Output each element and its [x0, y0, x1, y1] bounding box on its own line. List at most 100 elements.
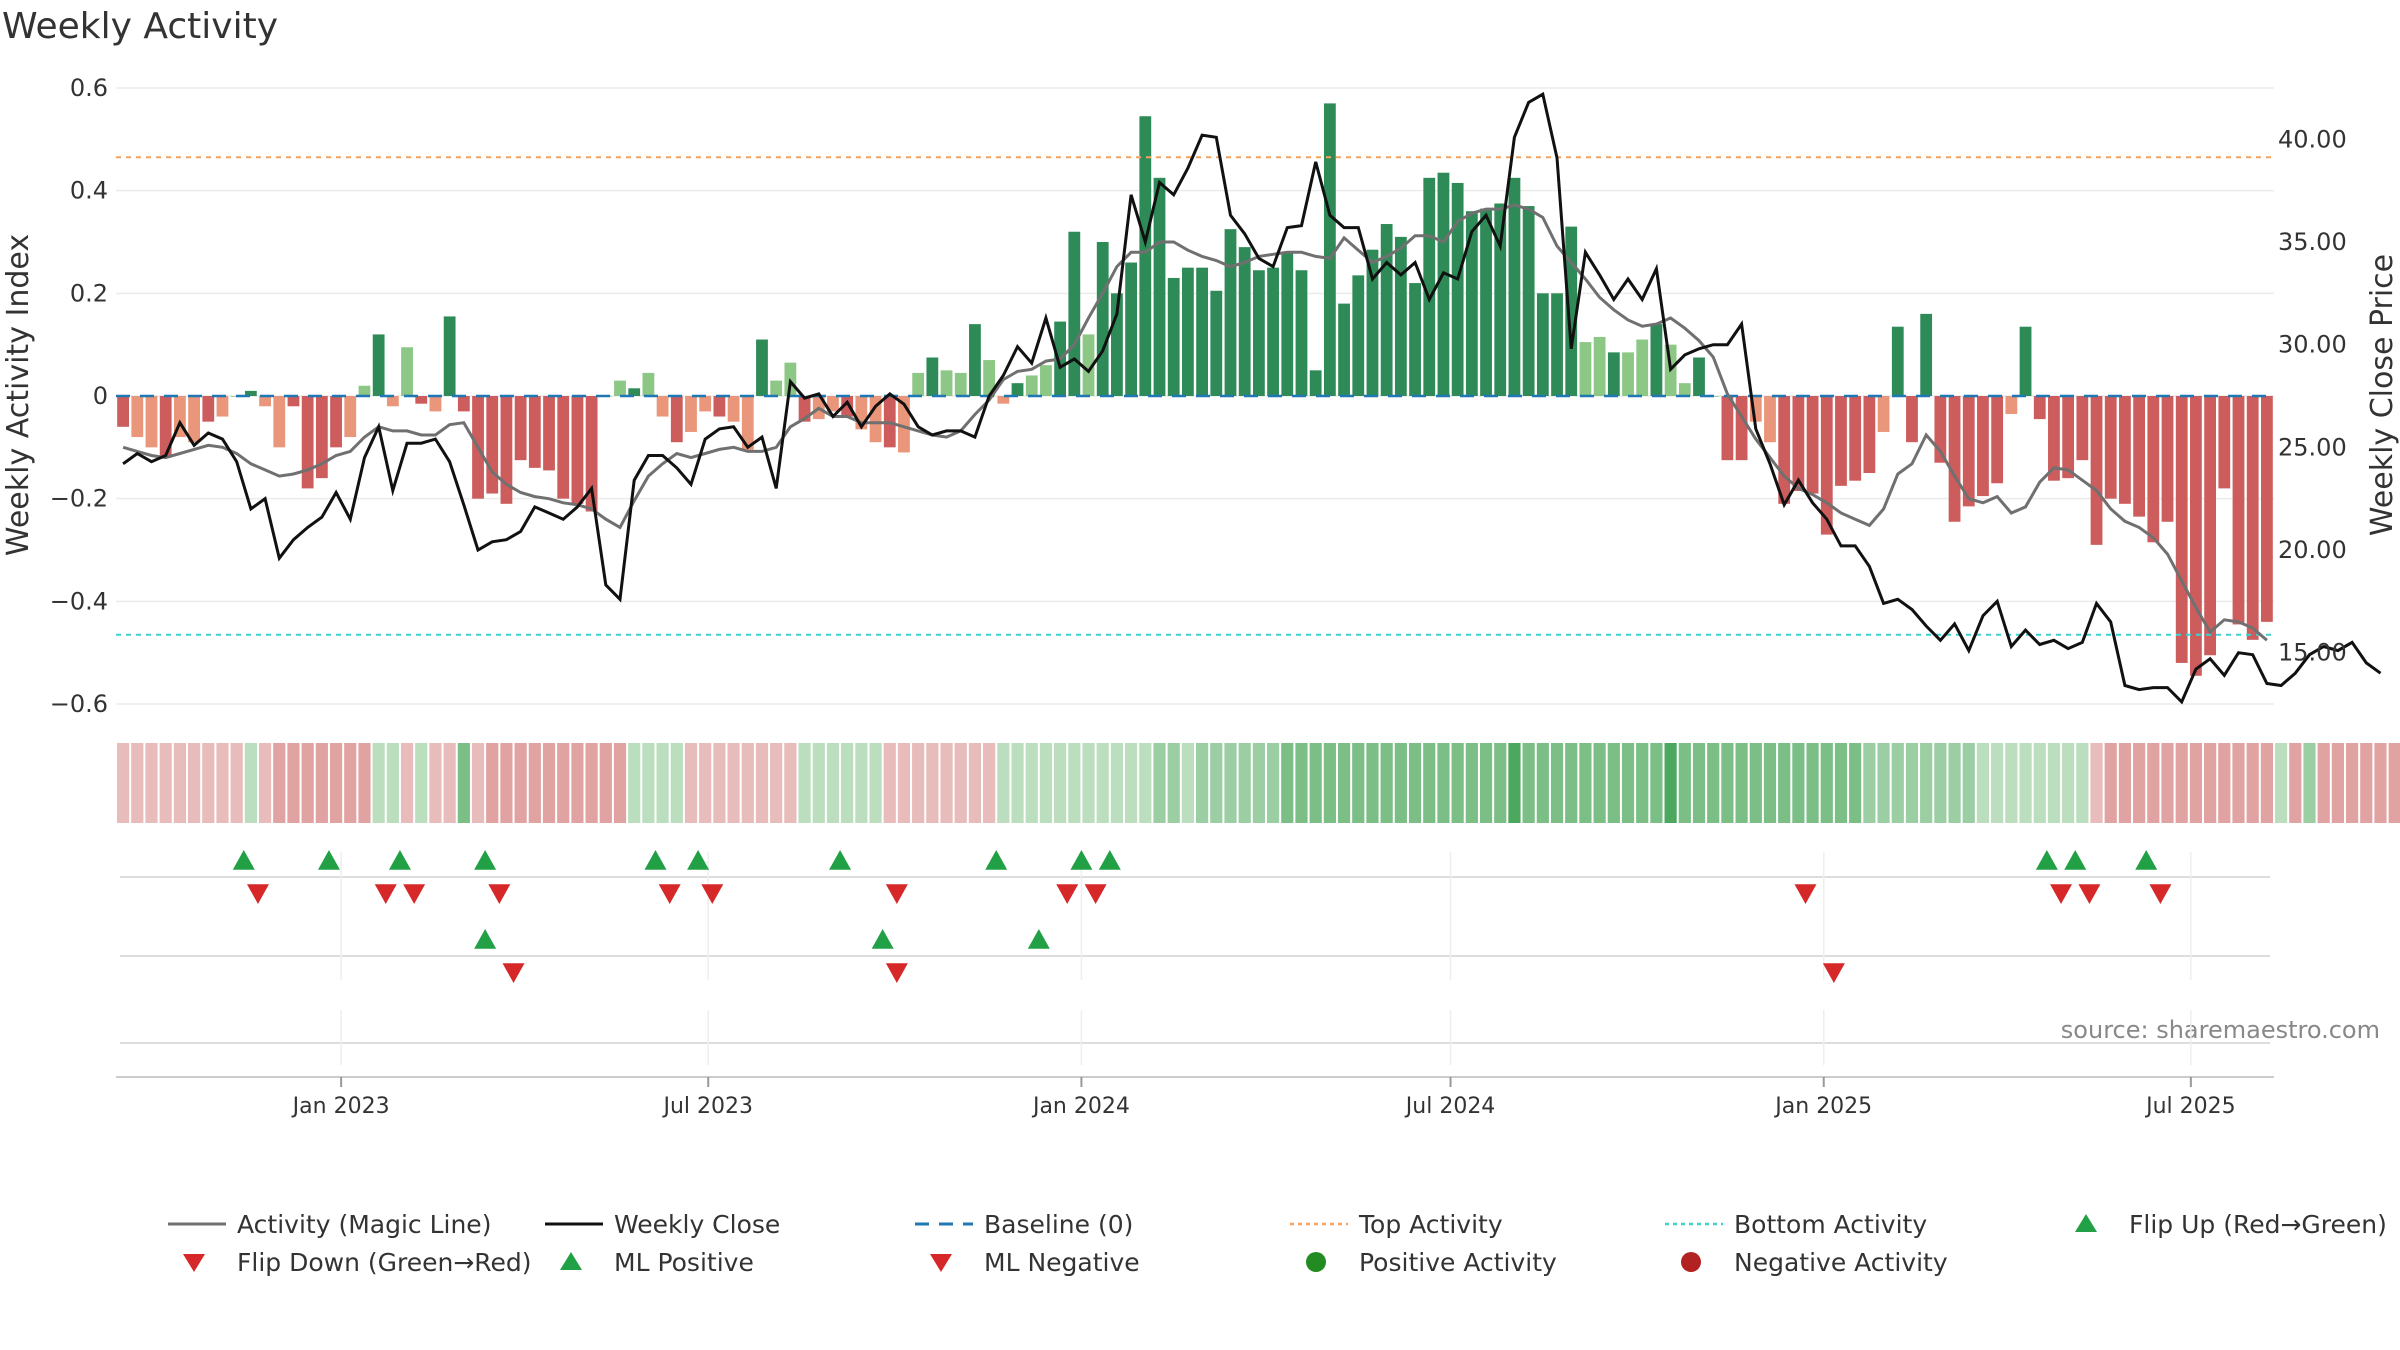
heat-cell: [1778, 743, 1791, 823]
heat-cell: [571, 743, 584, 823]
heat-cell: [1309, 743, 1322, 823]
heat-cell: [131, 743, 144, 823]
y2-tick-label: 40.00: [2278, 125, 2347, 153]
activity-bar: [543, 396, 555, 471]
heat-cell: [1352, 743, 1365, 823]
x-tick-label: Jan 2025: [1773, 1094, 1872, 1119]
heat-cell: [2062, 743, 2075, 823]
heat-cell: [2133, 743, 2146, 823]
flip-down-marker: [1084, 884, 1107, 904]
activity-bar: [713, 396, 726, 417]
heat-cell: [1323, 743, 1336, 823]
activity-bar: [1068, 231, 1081, 396]
heat-cell: [997, 743, 1010, 823]
heat-cell: [628, 743, 641, 823]
x-tick-label: Jan 2024: [1031, 1094, 1130, 1119]
activity-bar: [401, 347, 413, 396]
activity-bar: [1309, 370, 1322, 396]
activity-bar: [1409, 283, 1421, 396]
heat-cell: [642, 743, 655, 823]
heat-cell: [2005, 743, 2018, 823]
heat-cell: [1210, 743, 1223, 823]
heat-cell: [1678, 743, 1691, 823]
activity-bar: [1508, 177, 1521, 396]
flip-down-marker: [885, 884, 908, 904]
heat-cell: [187, 743, 201, 823]
activity-bar: [2048, 396, 2060, 481]
magic-line: [122, 203, 2268, 642]
heat-cell: [2246, 743, 2259, 823]
heat-cell: [415, 743, 428, 823]
y-tick-label: −0.4: [50, 587, 108, 615]
heat-cell: [329, 743, 343, 823]
legend-swatch: [930, 1254, 952, 1272]
flip-down-marker: [701, 884, 724, 904]
y2-tick-label: 20.00: [2278, 536, 2347, 564]
ml-negative-marker: [1822, 963, 1845, 983]
activity-bar: [1082, 334, 1095, 396]
heat-cell: [2147, 743, 2160, 823]
flip-up-marker: [687, 850, 710, 870]
activity-bar: [188, 396, 200, 443]
heat-cell: [713, 743, 726, 823]
activity-bar: [1920, 313, 1933, 396]
heat-cell: [1508, 743, 1521, 823]
flip-down-marker: [2078, 884, 2101, 904]
heat-cell: [301, 743, 314, 823]
activity-bar: [841, 396, 854, 417]
heat-cell: [1408, 743, 1422, 823]
y-tick-label: −0.6: [50, 690, 108, 718]
ml-positive-marker: [1027, 929, 1050, 949]
x-tick-label: Jul 2023: [661, 1094, 753, 1119]
activity-bar: [628, 388, 641, 396]
heat-cell: [1991, 743, 2004, 823]
heat-cell: [1650, 743, 1663, 823]
heat-cell: [2019, 743, 2032, 823]
activity-bar: [514, 396, 527, 461]
heat-cell: [1565, 743, 1578, 823]
activity-bar: [1338, 303, 1350, 396]
heat-cell: [2076, 743, 2089, 823]
heat-cell: [1664, 743, 1677, 823]
activity-bar: [1323, 103, 1336, 397]
activity-bar: [386, 396, 399, 407]
activity-bar: [1891, 326, 1904, 396]
heat-cell: [1962, 743, 1975, 823]
x-tick-label: Jul 2025: [2144, 1094, 2236, 1119]
activity-bar: [1977, 396, 1989, 497]
activity-bar: [1494, 203, 1507, 396]
legend-label: Top Activity: [1358, 1210, 1503, 1239]
heat-cell: [770, 743, 783, 823]
activity-bar: [1522, 206, 1535, 396]
activity-bar: [1465, 211, 1478, 396]
activity-bar: [287, 396, 300, 407]
heat-cell: [684, 743, 698, 823]
heat-cell: [1735, 743, 1748, 823]
activity-bar: [358, 385, 371, 396]
activity-bar: [670, 396, 683, 443]
heat-cell: [1295, 743, 1308, 823]
activity-bar: [1863, 396, 1876, 473]
heat-cell: [1096, 743, 1109, 823]
legend-label: Positive Activity: [1359, 1248, 1557, 1277]
heat-cell: [372, 743, 385, 823]
legend-swatch: [183, 1254, 205, 1272]
heat-cell: [727, 743, 740, 823]
activity-bar: [912, 372, 925, 396]
activity-bar: [585, 396, 598, 512]
activity-bar: [1267, 267, 1279, 396]
heat-cell: [2289, 743, 2302, 823]
activity-bar: [2005, 396, 2018, 414]
activity-bar: [869, 396, 882, 443]
heat-cell: [1636, 743, 1649, 823]
heat-cell: [471, 743, 485, 823]
heat-cell: [528, 743, 541, 823]
heat-cell: [1281, 743, 1294, 823]
heat-cell: [230, 743, 243, 823]
weekly-close-line: [122, 91, 2382, 705]
activity-bar: [1196, 267, 1208, 396]
y2-axis-label: Weekly Close Price: [2365, 254, 2400, 536]
activity-bar: [2033, 396, 2046, 420]
heat-cell: [1707, 743, 1720, 823]
